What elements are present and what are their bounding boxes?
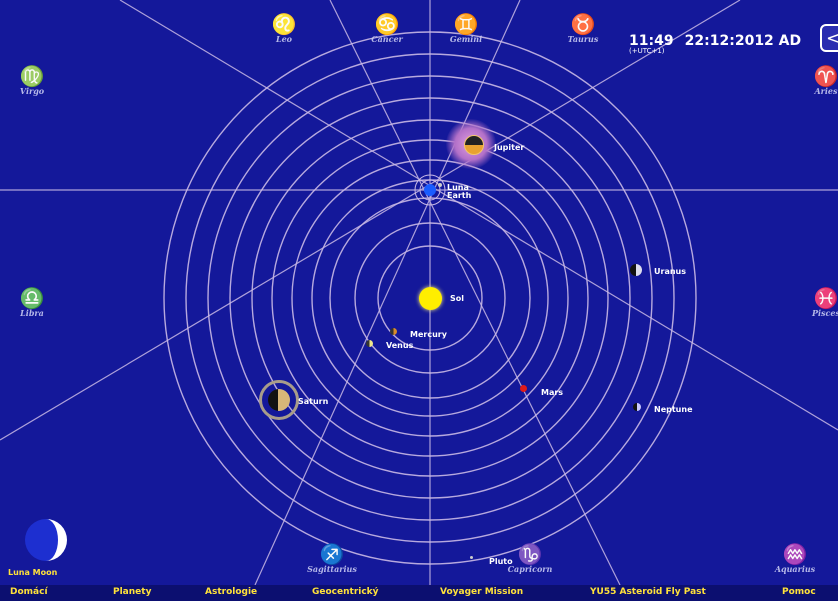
zodiac-sagittarius[interactable]: ♐ Sagittarius [302,544,362,574]
nav-voyager-mission[interactable]: Voyager Mission [440,587,524,597]
orbit-ring [163,31,697,565]
neptune-label: Neptune [654,405,693,414]
zodiac-aries[interactable]: ♈ Aries [796,66,838,96]
orbit-map [0,0,838,585]
orbit-ring [377,245,483,351]
orbit-ring [207,75,653,521]
orbit-ring [354,222,506,374]
mercury-label: Mercury [410,330,447,339]
orbit-ring [271,139,589,457]
uranus-icon[interactable] [630,264,642,276]
leo-icon: ♌ [271,12,297,36]
sun-icon[interactable] [419,287,442,310]
bottom-nav: Domácí Planety Astrologie Geocentrický V… [0,585,838,601]
zodiac-virgo[interactable]: ♍ Virgo [2,66,62,96]
time-text: 11:49 [629,33,674,49]
sector-line [329,0,621,585]
zodiac-taurus[interactable]: ♉ Taurus [553,14,613,44]
sector-line [0,0,741,441]
zodiac-capricorn[interactable]: ♑ Capricorn [500,544,560,574]
nav-yu55-asteroid[interactable]: YU55 Asteroid Fly Past [590,587,706,597]
mercury-icon[interactable] [390,328,397,335]
pluto-label: Pluto [489,557,513,566]
timezone-text: (+UTC+1) [629,47,665,55]
luna-icon[interactable] [438,183,442,187]
date-time-display: 11:49 22:12:2012 AD (+UTC+1) [629,30,801,55]
nav-astrology[interactable]: Astrologie [205,587,258,597]
sector-line [119,0,838,431]
back-button[interactable]: < [820,24,838,52]
taurus-icon: ♉ [570,12,596,36]
sky-view[interactable]: ♌ Leo ♋ Cancer ♊ Gemini ♉ Taurus ♍ Virgo… [0,0,838,585]
earth-ring [419,179,441,201]
earth-icon[interactable] [424,184,436,196]
zodiac-gemini[interactable]: ♊ Gemini [436,14,496,44]
saturn-label: Saturn [298,397,329,406]
nav-help[interactable]: Pomoc [782,587,816,597]
cancer-icon: ♋ [374,12,400,36]
aquarius-icon: ♒ [782,542,808,566]
nav-home[interactable]: Domácí [10,587,48,597]
jupiter-icon[interactable] [464,135,484,155]
sagittarius-icon: ♐ [319,542,345,566]
chevron-left-icon: < [826,28,838,49]
zodiac-cancer[interactable]: ♋ Cancer [357,14,417,44]
venus-icon[interactable] [366,340,373,347]
orbit-ring [329,197,531,399]
pluto-icon[interactable] [470,556,473,559]
mars-label: Mars [541,388,564,397]
nav-planets[interactable]: Planety [113,587,152,597]
orbit-ring [229,97,631,499]
jupiter-label: Jupiter [494,143,525,152]
nav-geocentric[interactable]: Geocentrický [312,587,379,597]
orbit-ring [251,119,609,477]
aries-icon: ♈ [813,64,838,88]
libra-icon: ♎ [19,286,45,310]
capricorn-icon: ♑ [517,542,543,566]
virgo-icon: ♍ [19,64,45,88]
sector-line [254,0,521,585]
neptune-icon[interactable] [633,403,641,411]
mars-icon[interactable] [520,385,527,392]
earth-rings [414,174,446,206]
date-text: 22:12:2012 AD [684,33,802,49]
orbit-rings [163,31,697,565]
orbit-ring [185,53,675,543]
zodiac-leo[interactable]: ♌ Leo [254,14,314,44]
pisces-icon: ♓ [813,286,838,310]
moon-phase-label: Luna Moon [8,568,58,577]
zodiac-aquarius[interactable]: ♒ Aquarius [765,544,825,574]
zodiac-libra[interactable]: ♎ Libra [2,288,62,318]
orbit-ring [291,159,569,437]
gemini-icon: ♊ [453,12,479,36]
earth-label: Earth [447,191,472,200]
saturn-icon[interactable] [268,389,290,411]
sun-label: Sol [450,294,464,303]
venus-label: Venus [386,341,414,350]
zodiac-pisces[interactable]: ♓ Pisces [796,288,838,318]
luna-label: Luna [447,183,469,192]
uranus-label: Uranus [654,267,686,276]
earth-ring [414,174,446,206]
moon-phase-icon[interactable] [24,518,68,562]
